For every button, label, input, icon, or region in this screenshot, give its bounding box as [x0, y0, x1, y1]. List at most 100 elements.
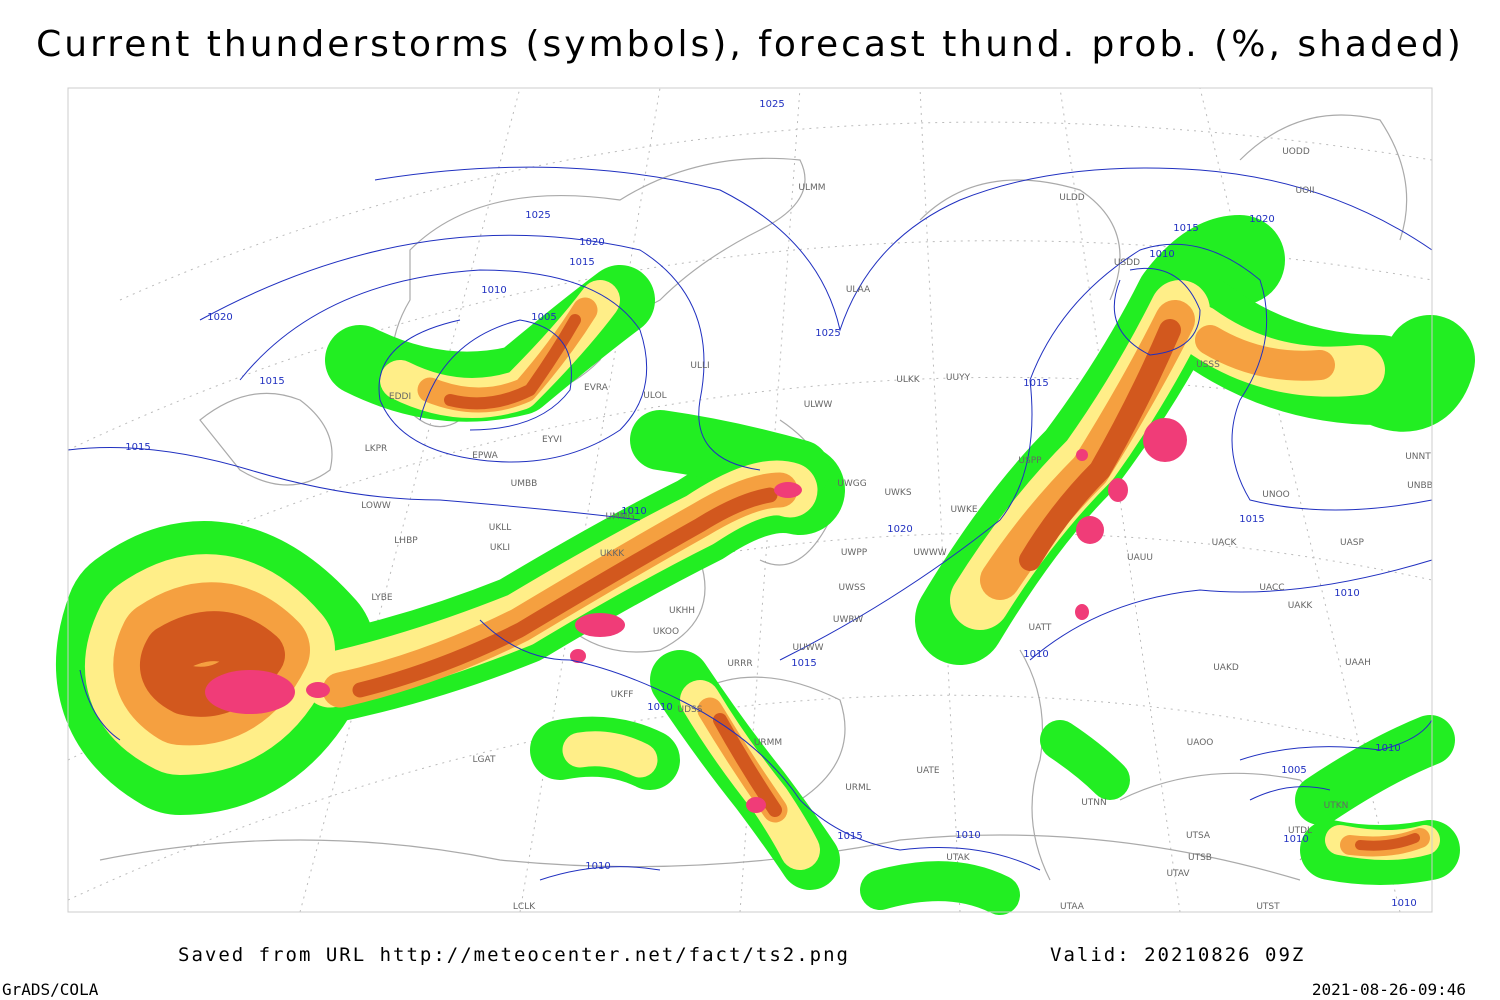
probability-shading — [56, 215, 1475, 915]
station-code: UMBB — [511, 479, 538, 489]
station-code: LKPR — [365, 444, 388, 454]
station-code: UAKK — [1288, 601, 1314, 611]
isobar-label: 1010 — [585, 861, 610, 872]
isobar-label: 1010 — [1023, 649, 1048, 660]
station-code: ULKK — [896, 375, 921, 385]
isobar-label: 1020 — [579, 237, 604, 248]
isobar-label: 1015 — [259, 376, 284, 387]
station-code: UKFF — [611, 690, 634, 700]
station-code: UKKK — [600, 549, 625, 559]
station-code: UNOO — [1262, 490, 1290, 500]
timestamp: 2021-08-26-09:46 — [1312, 980, 1466, 999]
station-code: LCLK — [513, 902, 536, 912]
station-code: UATT — [1029, 623, 1052, 633]
station-code: UASP — [1340, 538, 1364, 548]
station-code: UUYY — [946, 373, 971, 383]
station-code: UTAV — [1166, 869, 1190, 879]
station-code: EYVI — [542, 435, 562, 445]
station-code: ULMM — [798, 183, 825, 193]
station-code: URML — [845, 783, 871, 793]
station-code: UWGG — [837, 479, 866, 489]
station-code: URMM — [754, 738, 782, 748]
station-code: URRR — [727, 659, 752, 669]
station-code: ULAA — [846, 285, 871, 295]
station-code: UNNT — [1405, 452, 1431, 462]
station-code: ULWW — [804, 400, 833, 410]
station-code: EPWA — [472, 451, 499, 461]
isobar-label: 1020 — [887, 524, 912, 535]
station-code: EVRA — [584, 383, 609, 393]
isobar-label: 1015 — [837, 831, 862, 842]
station-code: UWSS — [839, 583, 866, 593]
station-code: UTAA — [1060, 902, 1085, 912]
isobar-label: 1010 — [1149, 249, 1174, 260]
station-code: UKLI — [490, 543, 510, 553]
station-code: EDDI — [389, 392, 411, 402]
isobar-label: 1010 — [1283, 834, 1308, 845]
station-code: UTSA — [1186, 831, 1211, 841]
station-code: UTKN — [1324, 801, 1349, 811]
valid-time: Valid: 20210826 09Z — [1050, 944, 1305, 966]
isobar-label: 1015 — [1239, 514, 1264, 525]
isobar-label: 1010 — [1391, 898, 1416, 909]
station-code: UWWW — [913, 548, 946, 558]
station-code: LYBE — [371, 593, 392, 603]
isobar-label: 1015 — [125, 442, 150, 453]
station-code: LOWW — [361, 501, 391, 511]
isobar-label: 1020 — [1249, 214, 1274, 225]
station-code: UACK — [1212, 538, 1238, 548]
station-code: UACC — [1259, 583, 1284, 593]
station-code: UWKS — [884, 488, 911, 498]
station-code: USSS — [1196, 360, 1220, 370]
station-code: UAKD — [1213, 663, 1239, 673]
station-code: UTNN — [1081, 798, 1107, 808]
station-code: UKOO — [653, 627, 679, 637]
station-code: UTAK — [946, 853, 971, 863]
isobar-label: 1015 — [791, 658, 816, 669]
station-code: UUWW — [793, 643, 824, 653]
station-labels: UODD UOII ULDD ULMM ULAA USDD ULLI ULOL ULWW ULKK… — [361, 147, 1433, 912]
isobars — [67, 166, 1433, 881]
station-code: LGAT — [473, 755, 496, 765]
isobar-label: 1020 — [207, 312, 232, 323]
thunderstorm-symbols — [205, 418, 1187, 813]
station-code: UMMG — [605, 512, 634, 522]
station-code: UKLL — [489, 523, 512, 533]
station-code: UTSB — [1188, 853, 1212, 863]
source-url: Saved from URL http://meteocenter.net/fa… — [178, 944, 850, 966]
station-code: UOII — [1296, 186, 1315, 196]
isobar-label: 1005 — [1281, 765, 1306, 776]
isobar-label: 1025 — [815, 328, 840, 339]
station-code: UAOO — [1187, 738, 1214, 748]
station-code: UDSS — [678, 705, 703, 715]
station-code: UAAH — [1345, 658, 1371, 668]
station-code: ULLI — [690, 361, 709, 371]
station-code: UTDL — [1288, 826, 1312, 836]
station-code: UATE — [916, 766, 940, 776]
isobar-label: 1015 — [1023, 378, 1048, 389]
isobar-label: 1010 — [955, 830, 980, 841]
isobar-label: 1010 — [1334, 588, 1359, 599]
station-code: LHBP — [394, 536, 418, 546]
map-border — [67, 87, 1433, 913]
station-code: UAUU — [1127, 553, 1153, 563]
software-credit: GrADS/COLA — [2, 980, 99, 999]
station-code: UKHH — [669, 606, 695, 616]
station-code: ULOL — [643, 391, 666, 401]
isobar-label: 1015 — [569, 257, 594, 268]
isobar-label: 1025 — [525, 210, 550, 221]
isobar-label: 1010 — [1375, 743, 1400, 754]
station-code: UWKE — [950, 505, 977, 515]
station-code: UNBB — [1407, 481, 1433, 491]
isobar-labels: 1025 1025 1020 1015 1010 1005 1020 1015 1015 1010… — [125, 99, 1416, 909]
title: Current thunderstorms (symbols), forecas… — [36, 24, 1464, 65]
station-code: UODD — [1282, 147, 1310, 157]
isobar-label: 1025 — [759, 99, 784, 110]
station-code: UWPP — [841, 548, 868, 558]
station-code: ULDD — [1059, 193, 1085, 203]
isobar-label: 1010 — [647, 702, 672, 713]
isobar-label: 1010 — [481, 285, 506, 296]
isobar-label: 1015 — [1173, 223, 1198, 234]
station-code: USPP — [1018, 456, 1042, 466]
